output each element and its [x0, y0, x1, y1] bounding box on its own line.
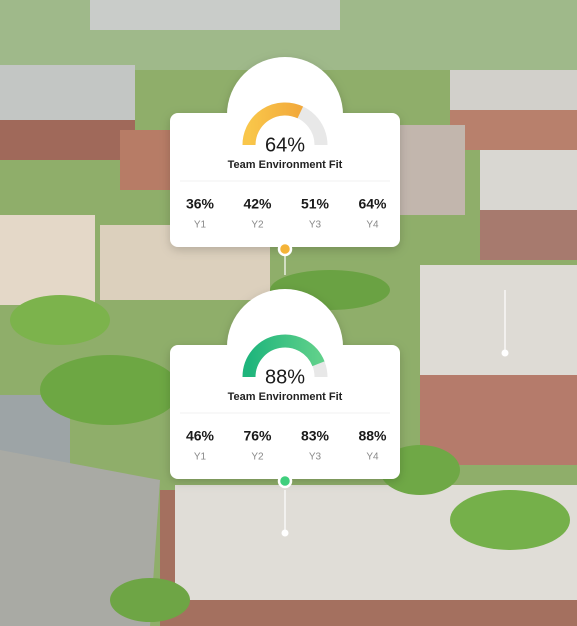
year-value: 83%	[301, 428, 330, 444]
year-value: 88%	[358, 428, 387, 444]
anchor-dot	[277, 241, 293, 257]
year-label: Y1	[194, 220, 207, 231]
year-label: Y2	[251, 220, 264, 231]
year-label: Y4	[366, 452, 379, 463]
card	[170, 57, 400, 247]
year-label: Y2	[251, 452, 264, 463]
year-value: 36%	[186, 196, 215, 212]
cards: 64% Team Environment Fit 36% Y1 42% Y2 51% Y3 64…	[170, 57, 400, 489]
year-label: Y3	[309, 220, 322, 231]
card-title: Team Environment Fit	[228, 391, 343, 403]
year-value: 51%	[301, 196, 330, 212]
year-value: 46%	[186, 428, 215, 444]
year-label: Y1	[194, 452, 207, 463]
year-label: Y4	[366, 220, 379, 231]
card-title: Team Environment Fit	[228, 159, 343, 171]
gauge-value	[242, 334, 325, 378]
card	[170, 289, 400, 479]
anchor-dot	[277, 473, 293, 489]
gauge-bump	[227, 57, 343, 115]
gauge-bump	[227, 289, 343, 347]
gauge-label: 64%	[265, 134, 305, 156]
card-body	[170, 345, 400, 479]
markers	[281, 255, 509, 537]
gauge-label: 88%	[265, 366, 305, 388]
card-body	[170, 113, 400, 247]
year-value: 76%	[243, 428, 272, 444]
year-label: Y3	[309, 452, 322, 463]
gauge-value	[242, 102, 304, 146]
year-value: 64%	[358, 196, 387, 212]
year-value: 42%	[243, 196, 272, 212]
